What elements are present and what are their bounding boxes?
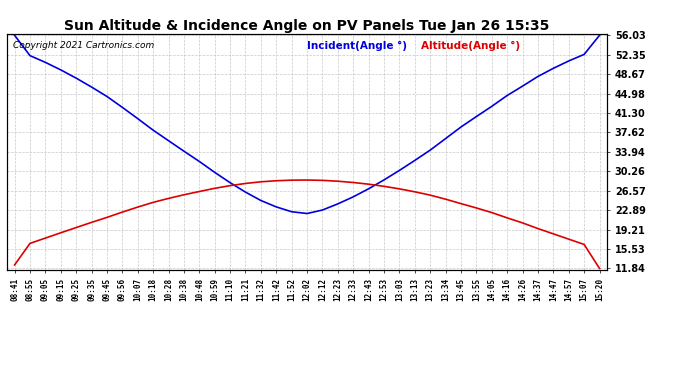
Text: Copyright 2021 Cartronics.com: Copyright 2021 Cartronics.com — [13, 41, 154, 50]
Text: Altitude(Angle °): Altitude(Angle °) — [421, 41, 520, 51]
Text: Incident(Angle °): Incident(Angle °) — [307, 41, 407, 51]
Title: Sun Altitude & Incidence Angle on PV Panels Tue Jan 26 15:35: Sun Altitude & Incidence Angle on PV Pan… — [64, 19, 550, 33]
